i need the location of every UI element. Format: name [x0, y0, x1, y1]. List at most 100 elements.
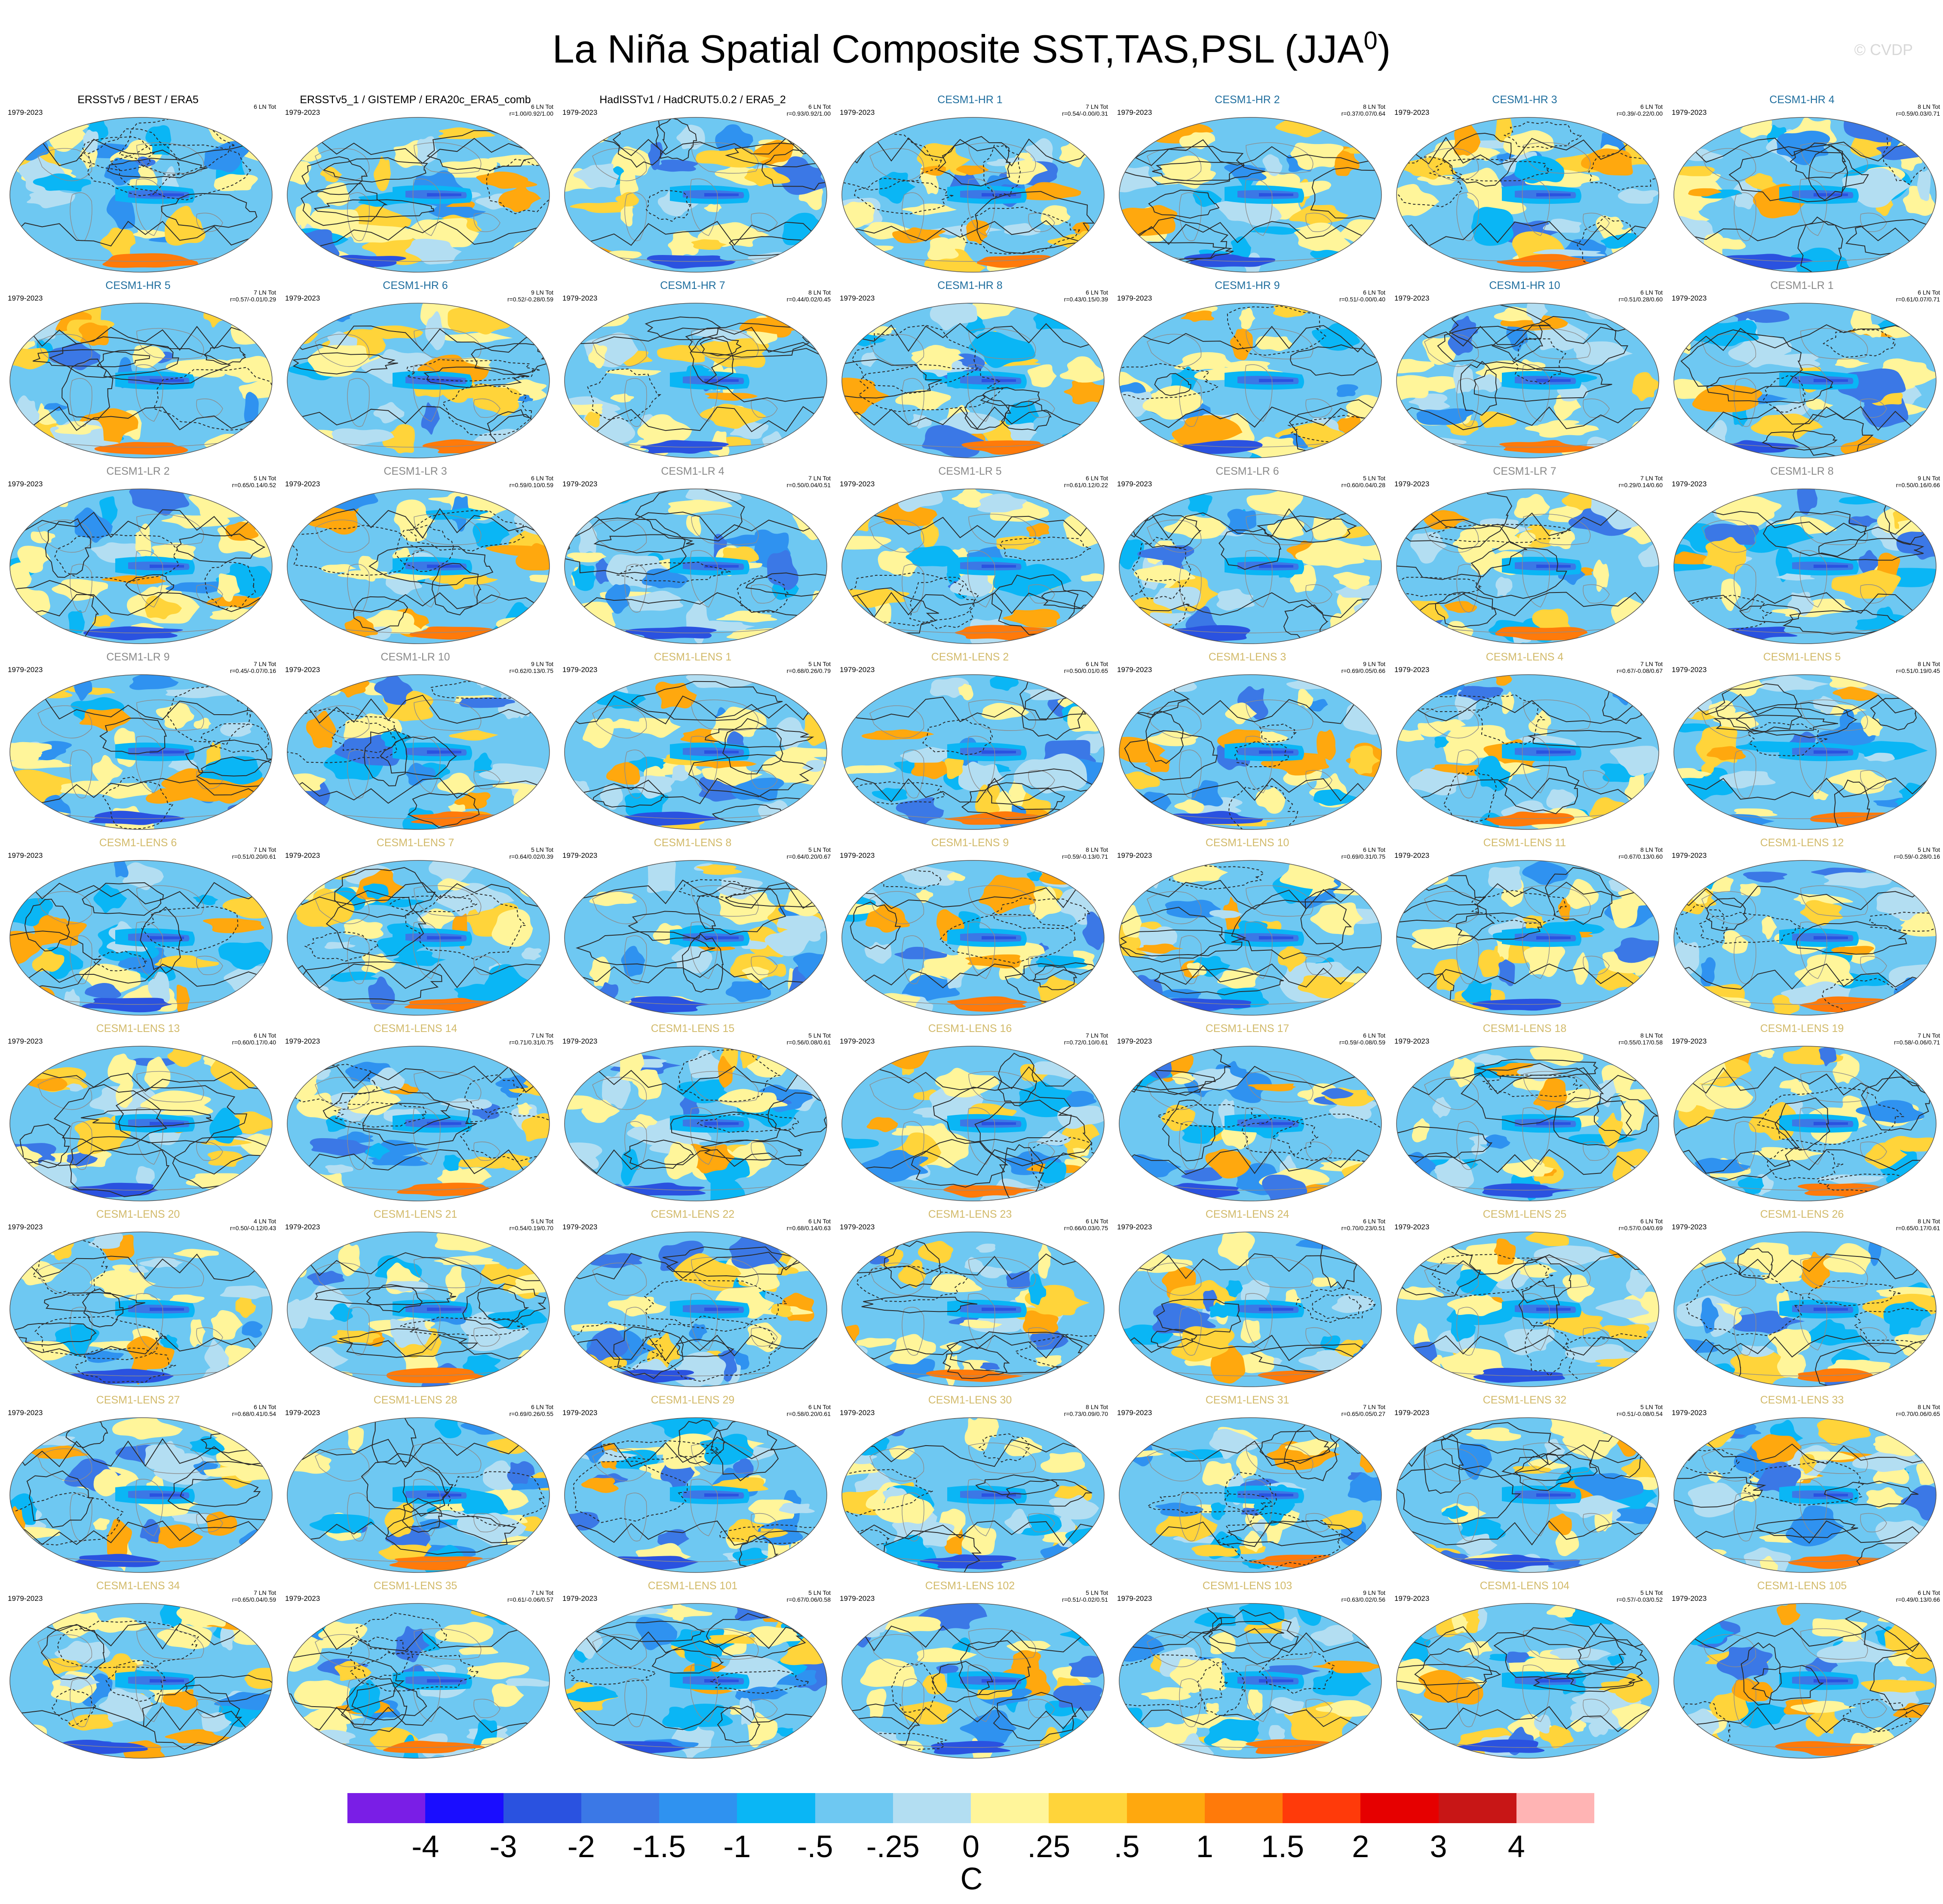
panel-pattern-correlation: r=0.51/-0.08/0.54: [1616, 1410, 1663, 1417]
panel-event-count: 6 LN Tot: [808, 103, 831, 110]
panel-stats: 5 LN Tot r=0.59/-0.28/0.16: [1894, 846, 1940, 860]
panel-pattern-correlation: r=0.61/-0.06/0.57: [507, 1596, 553, 1603]
panel-pattern-correlation: r=0.29/0.14/0.60: [1618, 482, 1663, 488]
panel-title: CESM1-HR 2: [1215, 94, 1280, 106]
panel-period: 1979-2023: [1394, 1594, 1430, 1603]
panel-title: CESM1-LENS 3: [1208, 651, 1286, 663]
panel-event-count: 5 LN Tot: [808, 660, 831, 667]
robinson-globe-map: [841, 303, 1105, 458]
robinson-globe-map: [841, 674, 1105, 830]
panel-pattern-correlation: r=0.68/0.41/0.54: [232, 1410, 276, 1417]
panel-period: 1979-2023: [285, 1594, 320, 1603]
panel-pattern-correlation: r=0.65/0.04/0.59: [232, 1596, 276, 1603]
robinson-globe-map: [287, 860, 550, 1016]
panel-period: 1979-2023: [1672, 1594, 1707, 1603]
colorbar-swatch: [1049, 1793, 1127, 1823]
panel-title: CESM1-LENS 34: [96, 1580, 180, 1592]
panel-title: CESM1-LENS 32: [1483, 1394, 1567, 1406]
robinson-globe-map: [1119, 1417, 1382, 1573]
map-panel: CESM1-LENS 25 1979-2023 6 LN Tot r=0.57/0.0…: [1387, 1208, 1663, 1393]
map-panel: CESM1-LR 5 1979-2023 6 LN Tot r=0.61/0.12/0…: [832, 465, 1108, 650]
map-panel: CESM1-LENS 4 1979-2023 7 LN Tot r=0.67/-0.0…: [1387, 651, 1663, 836]
panel-event-count: 6 LN Tot: [1363, 1218, 1385, 1225]
map-panel: CESM1-LENS 29 1979-2023 6 LN Tot r=0.58/0.2…: [555, 1394, 831, 1579]
panel-period: 1979-2023: [1672, 851, 1707, 860]
panel-event-count: 6 LN Tot: [808, 1403, 831, 1410]
panel-stats: 5 LN Tot r=0.68/0.26/0.79: [787, 660, 831, 674]
panel-title: CESM1-HR 10: [1489, 279, 1560, 292]
robinson-globe-map: [1673, 117, 1937, 273]
panel-pattern-correlation: r=0.63/0.02/0.56: [1341, 1596, 1385, 1603]
panel-event-count: 5 LN Tot: [1918, 846, 1940, 853]
panel-pattern-correlation: r=0.43/0.15/0.39: [1064, 296, 1108, 303]
panel-event-count: 6 LN Tot: [1086, 660, 1108, 667]
map-panel: CESM1-LENS 101 1979-2023 5 LN Tot r=0.67/0.…: [555, 1580, 831, 1765]
robinson-globe-map: [287, 303, 550, 458]
map-panel: CESM1-LENS 12 1979-2023 5 LN Tot r=0.59/-0.…: [1664, 837, 1940, 1022]
panel-stats: 6 LN Tot r=0.49/0.13/0.66: [1896, 1589, 1940, 1603]
panel-stats: 7 LN Tot r=0.65/0.05/0.27: [1341, 1403, 1385, 1417]
panel-event-count: 6 LN Tot: [254, 1032, 276, 1039]
panel-period: 1979-2023: [1672, 1223, 1707, 1231]
panel-period: 1979-2023: [1117, 1223, 1152, 1231]
panel-period: 1979-2023: [1117, 851, 1152, 860]
panel-period: 1979-2023: [1672, 294, 1707, 302]
map-panel: ERSSTv5_1 / GISTEMP / ERA20c_ERA5_comb 19…: [277, 94, 553, 279]
panel-pattern-correlation: r=0.39/-0.22/0.00: [1616, 110, 1663, 117]
robinson-globe-map: [1119, 1603, 1382, 1759]
panel-period: 1979-2023: [840, 851, 875, 860]
panel-title: HadISSTv1 / HadCRUT5.0.2 / ERA5_2: [599, 94, 786, 106]
robinson-globe-map: [1396, 1231, 1659, 1387]
robinson-globe-map: [9, 1046, 273, 1201]
map-panel: CESM1-LR 4 1979-2023 7 LN Tot r=0.50/0.04/0…: [555, 465, 831, 650]
panel-event-count: 6 LN Tot: [1086, 475, 1108, 482]
panel-period: 1979-2023: [1394, 666, 1430, 674]
panel-stats: 7 LN Tot r=0.29/0.14/0.60: [1619, 475, 1663, 488]
robinson-globe-map: [287, 674, 550, 830]
colorbar-tick-label: 2: [1352, 1830, 1369, 1864]
panel-period: 1979-2023: [285, 1037, 320, 1045]
panel-stats: 8 LN Tot r=0.73/0.09/0.70: [1064, 1403, 1108, 1417]
panel-title: CESM1-HR 3: [1492, 94, 1557, 106]
colorbar-swatch: [1438, 1793, 1516, 1823]
panel-event-count: 6 LN Tot: [1363, 846, 1385, 853]
panel-period: 1979-2023: [1394, 851, 1430, 860]
colorbar-swatch: [815, 1793, 893, 1823]
cvdp-watermark: © CVDP: [1854, 41, 1913, 58]
panel-stats: 7 LN Tot r=0.65/0.04/0.59: [232, 1589, 276, 1603]
robinson-globe-map: [1119, 488, 1382, 644]
panel-pattern-correlation: r=0.58/0.20/0.61: [786, 1410, 831, 1417]
panel-title: ERSSTv5 / BEST / ERA5: [77, 94, 199, 106]
panel-event-count: 9 LN Tot: [1363, 1589, 1385, 1596]
panel-title: CESM1-HR 4: [1769, 94, 1835, 106]
panel-stats: 6 LN Tot r=0.59/0.10/0.59: [510, 475, 553, 488]
map-panel: CESM1-HR 8 1979-2023 6 LN Tot r=0.43/0.15/0…: [832, 279, 1108, 464]
panel-period: 1979-2023: [285, 294, 320, 302]
map-panel: CESM1-HR 6 1979-2023 9 LN Tot r=0.52/-0.28/…: [277, 279, 553, 464]
panel-event-count: 6 LN Tot: [1640, 1218, 1663, 1225]
panel-event-count: 6 LN Tot: [1363, 1032, 1385, 1039]
panel-event-count: 5 LN Tot: [531, 846, 553, 853]
robinson-globe-map: [1673, 1231, 1937, 1387]
panel-pattern-correlation: r=0.61/0.12/0.22: [1064, 482, 1108, 488]
panel-title: CESM1-LR 10: [381, 651, 450, 663]
panel-title: CESM1-HR 7: [660, 279, 725, 292]
map-panel: CESM1-LENS 9 1979-2023 8 LN Tot r=0.59/-0.1…: [832, 837, 1108, 1022]
panel-event-count: 6 LN Tot: [254, 103, 276, 110]
panel-pattern-correlation: r=0.59/-0.28/0.16: [1894, 853, 1940, 860]
panel-pattern-correlation: r=0.59/-0.08/0.59: [1339, 1039, 1385, 1046]
panel-stats: 6 LN Tot r=0.51/-0.00/0.40: [1339, 289, 1385, 303]
robinson-globe-map: [1396, 1046, 1659, 1201]
colorbar-swatch: [971, 1793, 1049, 1823]
map-panel: CESM1-LENS 34 1979-2023 7 LN Tot r=0.65/0.0…: [0, 1580, 276, 1765]
panel-pattern-correlation: r=0.51/0.28/0.60: [1618, 296, 1663, 303]
panel-title: CESM1-LR 9: [106, 651, 170, 663]
panel-pattern-correlation: r=0.44/0.02/0.45: [786, 296, 831, 303]
panel-event-count: 8 LN Tot: [1918, 103, 1940, 110]
map-panel: CESM1-LENS 11 1979-2023 8 LN Tot r=0.67/0.1…: [1387, 837, 1663, 1022]
panel-stats: 6 LN Tot r=0.66/0.03/0.75: [1064, 1218, 1108, 1231]
colorbar-tick-labels: -4 -3 -2 -1.5 -1 -.5 -.25 0 .25 .5 1 1.5 2 3 4: [347, 1830, 1594, 1864]
panel-pattern-correlation: r=0.51/-0.02/0.51: [1062, 1596, 1108, 1603]
panel-event-count: 8 LN Tot: [1640, 846, 1663, 853]
panel-period: 1979-2023: [1672, 108, 1707, 117]
